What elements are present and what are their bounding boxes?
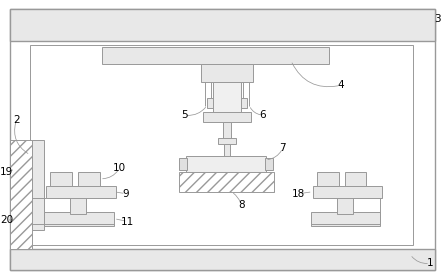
Bar	[10, 9, 435, 40]
Bar	[78, 172, 100, 186]
Text: 1: 1	[427, 258, 433, 268]
Bar	[265, 158, 273, 170]
Bar	[311, 211, 381, 225]
Text: 2: 2	[13, 115, 19, 125]
Bar	[223, 122, 231, 140]
Text: 7: 7	[280, 143, 286, 153]
Bar	[213, 82, 241, 112]
Bar	[201, 64, 253, 82]
Text: 5: 5	[181, 110, 188, 120]
Bar	[44, 211, 114, 225]
Text: 20: 20	[0, 215, 13, 225]
Text: 9: 9	[122, 189, 129, 199]
Bar	[218, 138, 236, 144]
Bar	[10, 140, 32, 249]
Bar	[179, 172, 274, 192]
Bar	[32, 140, 44, 230]
Text: 19: 19	[0, 167, 13, 177]
Text: 6: 6	[260, 110, 266, 120]
Bar	[187, 156, 266, 172]
Bar	[30, 45, 413, 246]
Bar	[203, 112, 251, 122]
Bar	[10, 249, 435, 270]
Bar	[102, 47, 329, 64]
Text: 18: 18	[292, 189, 305, 199]
Bar	[207, 98, 247, 108]
Bar	[317, 172, 338, 186]
Bar	[179, 158, 187, 170]
Bar	[70, 196, 86, 214]
Text: 4: 4	[337, 80, 344, 90]
Bar	[345, 172, 366, 186]
Bar	[313, 186, 382, 198]
Text: 10: 10	[113, 163, 126, 173]
Text: 11: 11	[121, 217, 134, 227]
Text: 3: 3	[434, 14, 440, 24]
Bar	[224, 144, 230, 156]
Bar	[46, 186, 116, 198]
Bar	[337, 196, 353, 214]
Bar	[50, 172, 72, 186]
Text: 8: 8	[238, 200, 245, 210]
